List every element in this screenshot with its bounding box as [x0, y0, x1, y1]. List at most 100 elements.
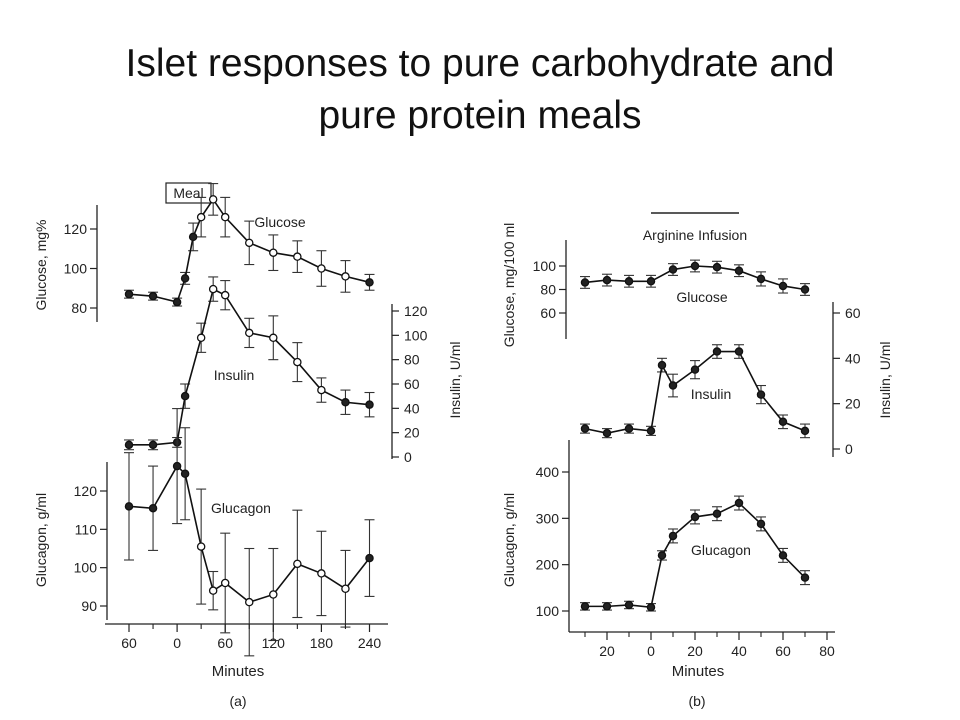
data-point — [712, 509, 722, 518]
data-point — [602, 428, 612, 438]
data-point — [317, 569, 326, 578]
data-point — [220, 290, 230, 300]
data-point — [646, 603, 656, 612]
data-point — [580, 278, 590, 287]
slide-title-line-2: pure protein meals — [318, 94, 642, 137]
y-tick-label: 100 — [533, 258, 557, 274]
y-tick-label: 100 — [404, 327, 428, 343]
data-point — [712, 347, 722, 356]
data-point — [208, 586, 218, 595]
data-point — [341, 272, 350, 281]
y-tick-label: 0 — [845, 441, 853, 457]
x-tick-label: 180 — [310, 635, 334, 651]
data-point — [293, 252, 302, 261]
data-point — [180, 391, 190, 401]
data-point — [624, 600, 634, 610]
data-point — [269, 333, 278, 343]
y-tick-label: 110 — [75, 521, 98, 537]
data-point — [196, 212, 206, 222]
data-point — [341, 584, 350, 594]
y-axis-label: Glucagon, g/ml — [501, 493, 517, 587]
data-point — [580, 424, 590, 433]
data-point — [172, 297, 182, 307]
y-tick-label: 200 — [536, 557, 560, 573]
y-tick-label: 400 — [536, 464, 560, 480]
data-point — [196, 542, 206, 551]
data-point — [220, 212, 230, 222]
data-point — [341, 397, 350, 407]
y-tick-label: 90 — [81, 598, 97, 614]
data-point — [148, 291, 158, 301]
series-label: Glucose — [676, 289, 728, 305]
data-point — [800, 285, 810, 294]
data-point — [668, 265, 678, 274]
data-point — [778, 417, 788, 427]
panel-a-x-label: Minutes — [212, 663, 265, 680]
data-point — [602, 275, 612, 285]
y-tick-label: 80 — [540, 282, 556, 298]
y-tick-label: 20 — [845, 396, 861, 412]
data-point — [196, 333, 206, 343]
data-point — [580, 602, 590, 611]
data-point — [124, 440, 134, 450]
data-point — [365, 400, 374, 409]
y-axis-label: Glucose, mg% — [33, 219, 49, 310]
panel-a-caption: (a) — [229, 693, 246, 709]
y-axis-label: Insulin, U/ml — [447, 341, 463, 418]
infusion-label: Arginine Infusion — [643, 227, 747, 243]
data-point — [188, 232, 198, 242]
x-tick-label: 240 — [358, 635, 382, 651]
a-glucagon-plot: 90 100 110 120 Glucagon, g/ml Glucagon — [33, 408, 375, 657]
data-point — [624, 277, 634, 286]
meal-label: Meal — [173, 185, 203, 201]
y-tick-label: 20 — [404, 425, 420, 441]
data-point — [317, 385, 326, 395]
y-tick-label: 100 — [74, 560, 98, 576]
data-point — [244, 328, 254, 338]
series-label: Glucagon — [691, 542, 751, 558]
data-point — [208, 195, 218, 204]
data-point — [734, 347, 744, 356]
data-point — [690, 365, 700, 374]
y-tick-label: 120 — [74, 483, 98, 499]
x-tick-label: 120 — [262, 635, 286, 651]
y-tick-label: 100 — [64, 261, 88, 277]
data-point — [778, 551, 788, 560]
x-tick-label: 0 — [173, 635, 181, 651]
data-point — [756, 519, 766, 529]
y-tick-label: 300 — [536, 510, 560, 526]
series-label: Insulin — [214, 367, 254, 383]
y-tick-label: 60 — [540, 305, 556, 321]
y-axis-label: Insulin, U/ml — [877, 341, 893, 418]
data-point — [624, 424, 634, 433]
data-point — [124, 502, 134, 511]
data-point — [365, 278, 374, 287]
b-glucagon-plot: 100 200 300 400 Glucagon, g/ml Glucagon — [501, 440, 810, 632]
data-point — [220, 578, 230, 588]
y-tick-label: 80 — [71, 300, 87, 316]
panel-a-x-axis: 60 0 60 120 180 240 — [105, 623, 388, 651]
data-point — [778, 281, 788, 291]
data-point — [148, 440, 158, 450]
series-label: Insulin — [691, 386, 731, 402]
data-point — [690, 261, 700, 271]
data-point — [657, 551, 667, 560]
data-point — [365, 553, 374, 563]
data-point — [668, 531, 678, 541]
data-point — [734, 498, 744, 508]
data-point — [244, 238, 254, 248]
panel-b-caption: (b) — [688, 693, 705, 709]
data-point — [756, 390, 766, 399]
data-point — [800, 426, 810, 436]
data-point — [657, 360, 667, 370]
x-tick-label: 0 — [647, 643, 655, 659]
x-tick-label: 80 — [819, 643, 835, 659]
y-tick-label: 60 — [845, 305, 861, 321]
x-tick-label: 60 — [217, 635, 233, 651]
data-point — [180, 469, 190, 478]
data-point — [646, 277, 656, 286]
y-tick-label: 0 — [404, 449, 412, 465]
panel-b-x-label: Minutes — [672, 663, 725, 680]
data-point — [756, 274, 766, 284]
y-tick-label: 100 — [536, 603, 560, 619]
